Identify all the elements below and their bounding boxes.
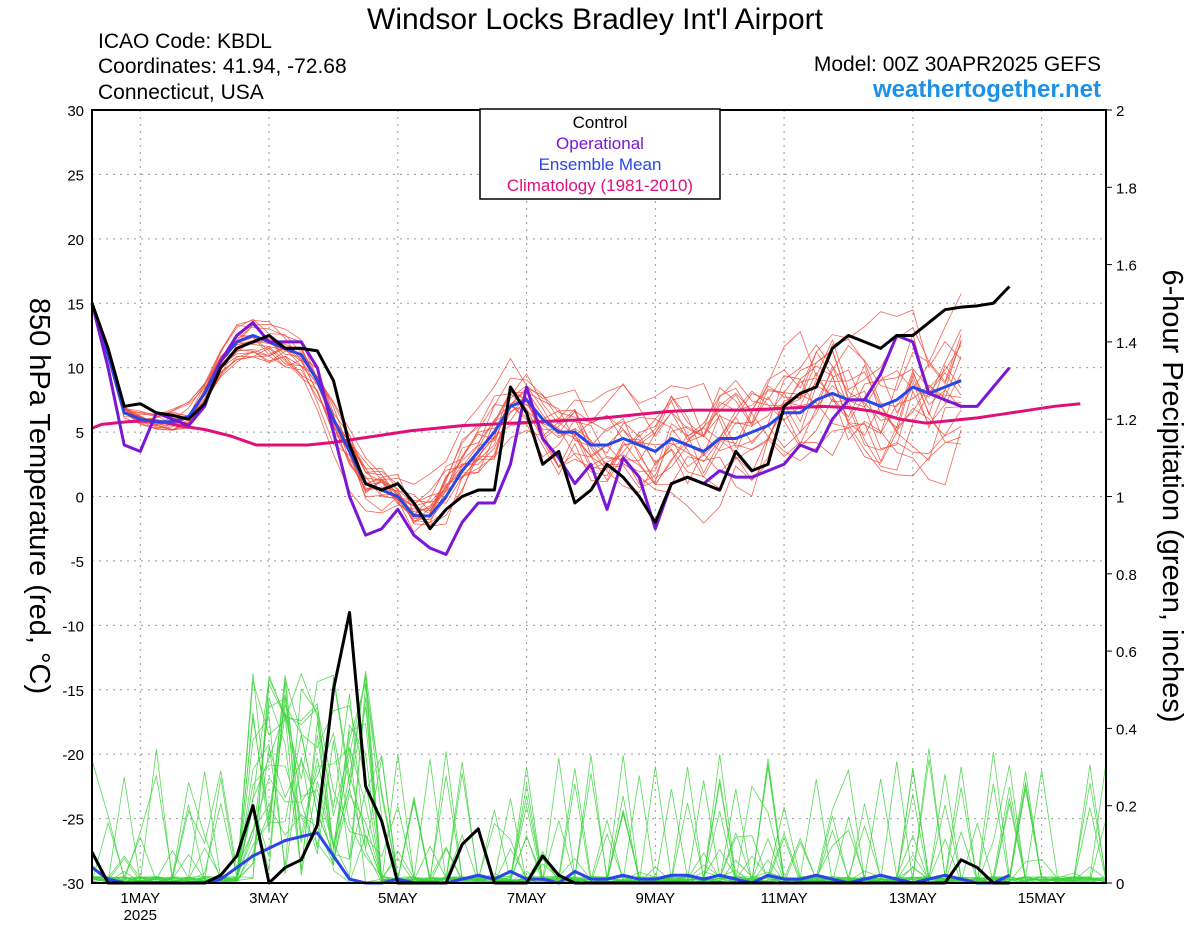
x-tick-label: 5MAY xyxy=(378,890,418,907)
site-name: weathertogether.net xyxy=(872,76,1101,103)
y-left-tick-label: -5 xyxy=(71,554,84,571)
axis-ticks: 302520151050-5-10-15-20-25-3021.81.61.41… xyxy=(62,103,1137,924)
y-left-tick-label: 30 xyxy=(67,103,84,120)
model-run: Model: 00Z 30APR2025 GEFS xyxy=(814,53,1101,76)
y-left-tick-label: -10 xyxy=(62,618,84,635)
y-right-tick-label: 2 xyxy=(1116,103,1124,120)
legend-climatology: Climatology (1981-2010) xyxy=(507,176,693,195)
y-right-tick-label: 0 xyxy=(1116,876,1124,893)
member-precipitation-line xyxy=(91,675,1107,884)
member-temperature-line xyxy=(91,305,962,523)
chart-title: Windsor Locks Bradley Int'l Airport xyxy=(367,3,824,36)
climatology-line xyxy=(91,402,1081,447)
region: Connecticut, USA xyxy=(98,81,264,104)
y-left-tick-label: 0 xyxy=(76,490,84,507)
y-right-tick-label: 1.2 xyxy=(1116,412,1137,429)
legend: Control Operational Ensemble Mean Climat… xyxy=(479,108,721,200)
y-right-tick-label: 1.8 xyxy=(1116,180,1137,197)
y-right-tick-label: 0.2 xyxy=(1116,799,1137,816)
x-tick-label: 15MAY xyxy=(1018,890,1066,907)
ensemble-mean-temperature-line xyxy=(90,302,962,518)
legend-box xyxy=(479,108,721,200)
member-temperature-line xyxy=(91,301,962,504)
y-right-tick-label: 1.6 xyxy=(1116,258,1137,275)
ensemble-member-precipitation-lines xyxy=(91,671,1107,884)
operational-temperature-line xyxy=(90,302,1011,556)
y-right-tick-label: 0.6 xyxy=(1116,644,1137,661)
legend-ensemble-mean: Ensemble Mean xyxy=(539,155,662,174)
x-tick-label: 9MAY xyxy=(635,890,675,907)
y-left-tick-label: 5 xyxy=(76,425,84,442)
x-tick-label: 3MAY xyxy=(249,890,289,907)
y-axis-left-label: 850 hPa Temperature (red, °C) xyxy=(23,298,55,694)
y-left-tick-label: -15 xyxy=(62,683,84,700)
x-tick-label: 7MAY xyxy=(507,890,547,907)
y-left-tick-label: -25 xyxy=(62,812,84,829)
x-tick-year: 2025 xyxy=(124,907,157,924)
y-left-tick-label: 20 xyxy=(67,232,84,249)
y-right-tick-label: 0.4 xyxy=(1116,721,1137,738)
icao-code: ICAO Code: KBDL xyxy=(98,30,272,53)
member-temperature-line xyxy=(91,302,962,504)
x-tick-label: 11MAY xyxy=(761,890,808,907)
x-tick-label: 1MAY xyxy=(120,890,160,907)
y-left-tick-label: 25 xyxy=(67,167,84,184)
coordinates: Coordinates: 41.94, -72.68 xyxy=(98,55,347,78)
y-left-tick-label: -20 xyxy=(62,747,84,764)
member-temperature-line xyxy=(91,300,962,507)
y-left-tick-label: 15 xyxy=(67,296,84,313)
member-temperature-line xyxy=(91,293,962,515)
y-axis-right-label: 6-hour Precipitation (green, inches) xyxy=(1156,270,1188,723)
y-right-tick-label: 1 xyxy=(1116,490,1124,507)
legend-operational: Operational xyxy=(556,134,644,153)
control-temperature-line xyxy=(90,285,1011,531)
ensemble-mean-precipitation-line xyxy=(91,831,1011,885)
y-left-tick-label: 10 xyxy=(67,361,84,378)
member-precipitation-line xyxy=(91,682,1107,884)
member-precipitation-line xyxy=(91,674,1107,884)
y-right-tick-label: 0.8 xyxy=(1116,567,1137,584)
grid-lines xyxy=(92,110,1106,883)
x-tick-label: 13MAY xyxy=(889,890,937,907)
y-left-tick-label: -30 xyxy=(62,876,84,893)
legend-control: Control xyxy=(573,113,628,132)
y-right-tick-label: 1.4 xyxy=(1116,335,1137,352)
